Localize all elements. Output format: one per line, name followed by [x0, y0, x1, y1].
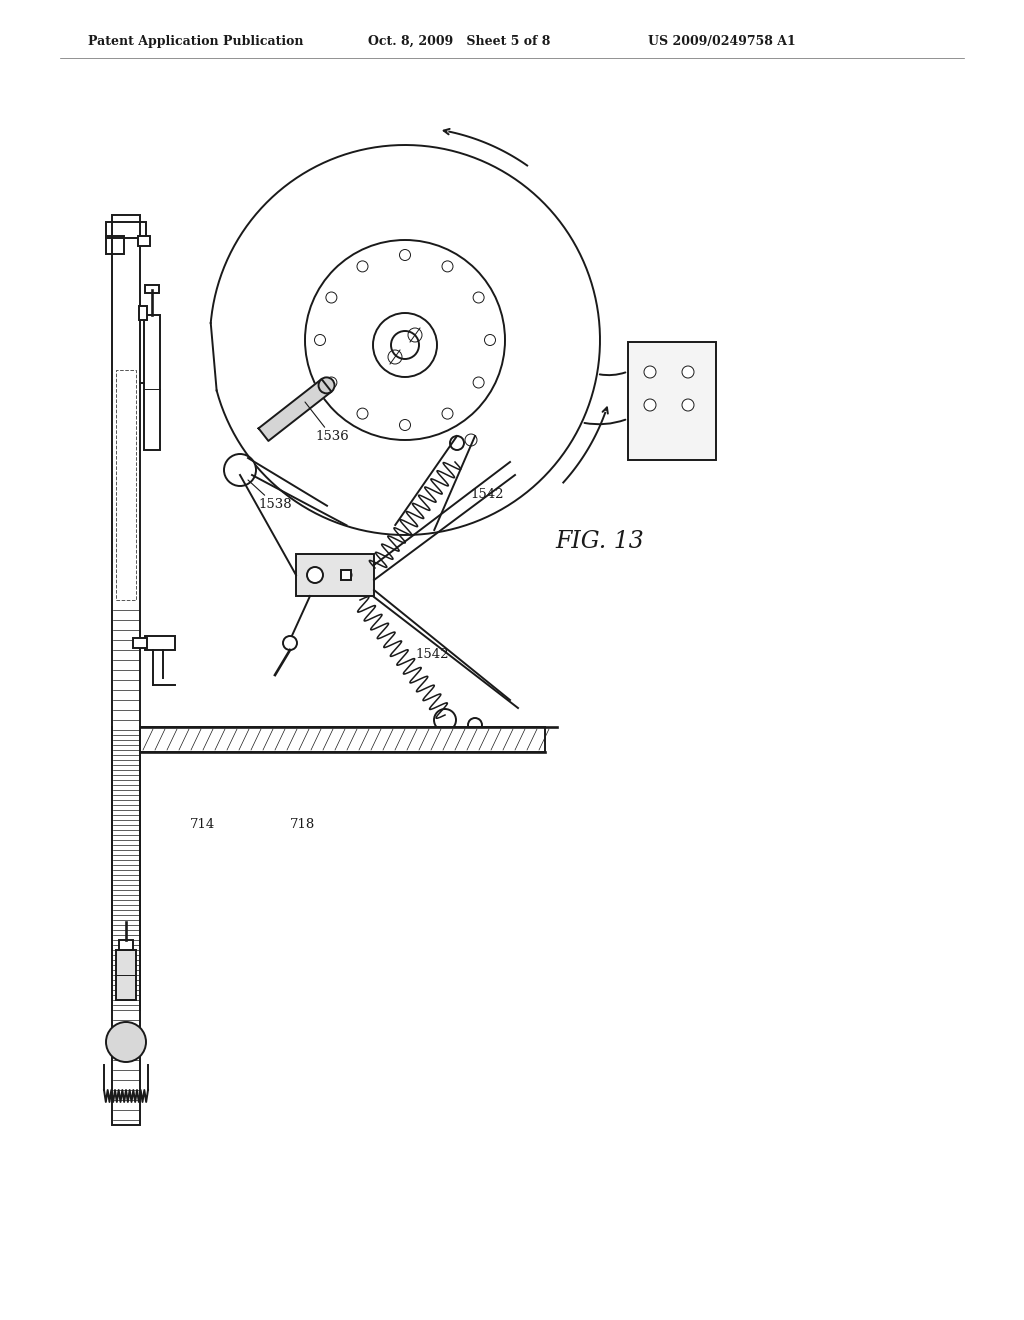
Text: 1542: 1542 [415, 648, 449, 661]
Circle shape [442, 408, 453, 420]
Bar [112, 215, 140, 1125]
Text: 718: 718 [290, 818, 315, 832]
Bar [145, 285, 159, 293]
Bar [140, 727, 545, 752]
Text: 1536: 1536 [305, 403, 349, 444]
Circle shape [465, 434, 477, 446]
Bar [106, 236, 124, 253]
Text: 1542: 1542 [470, 488, 504, 502]
Bar [628, 342, 716, 459]
Circle shape [644, 366, 656, 378]
Circle shape [682, 366, 694, 378]
Circle shape [342, 570, 352, 579]
Circle shape [318, 378, 335, 393]
Circle shape [399, 420, 411, 430]
Text: 714: 714 [190, 818, 215, 832]
Bar [144, 315, 160, 450]
Circle shape [357, 261, 368, 272]
Text: US 2009/0249758 A1: US 2009/0249758 A1 [648, 36, 796, 48]
Bar [106, 222, 146, 238]
Circle shape [473, 292, 484, 304]
Circle shape [682, 399, 694, 411]
Circle shape [450, 436, 464, 450]
Bar [119, 940, 133, 950]
Circle shape [644, 399, 656, 411]
Circle shape [283, 636, 297, 649]
Circle shape [473, 378, 484, 388]
Circle shape [468, 718, 482, 733]
Circle shape [326, 378, 337, 388]
Circle shape [434, 709, 456, 731]
Bar [145, 636, 175, 649]
Bar [116, 950, 136, 1001]
Circle shape [224, 454, 256, 486]
Circle shape [106, 1022, 146, 1063]
Bar [116, 370, 136, 601]
Text: Patent Application Publication: Patent Application Publication [88, 36, 303, 48]
Circle shape [484, 334, 496, 346]
Circle shape [399, 249, 411, 260]
Bar [296, 554, 374, 597]
Circle shape [357, 408, 368, 420]
Text: FIG. 13: FIG. 13 [555, 531, 644, 553]
Bar [133, 638, 147, 648]
Text: 1538: 1538 [248, 480, 292, 511]
Text: Oct. 8, 2009   Sheet 5 of 8: Oct. 8, 2009 Sheet 5 of 8 [368, 36, 550, 48]
Bar [139, 306, 147, 319]
Circle shape [314, 334, 326, 346]
Bar [138, 236, 150, 246]
Circle shape [307, 568, 323, 583]
Bar [341, 570, 351, 579]
Circle shape [326, 292, 337, 304]
Polygon shape [258, 379, 332, 441]
Circle shape [442, 261, 453, 272]
